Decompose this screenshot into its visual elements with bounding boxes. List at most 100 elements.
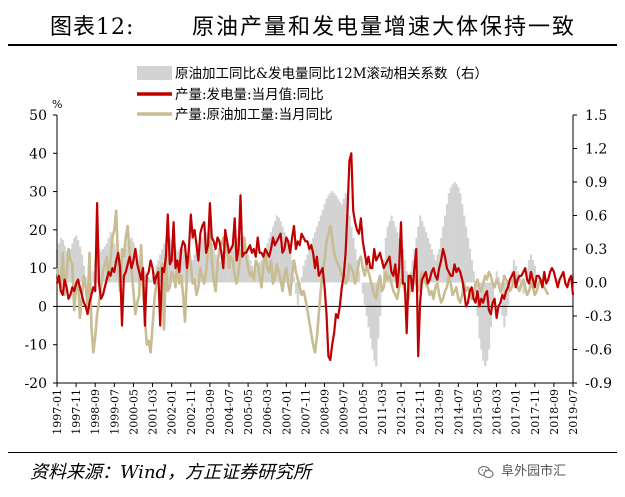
correlation-bar xyxy=(319,215,322,283)
correlation-bar xyxy=(59,237,63,283)
correlation-bar xyxy=(289,249,292,283)
correlation-bar xyxy=(92,271,95,283)
correlation-bar xyxy=(354,249,357,283)
correlation-bar xyxy=(367,282,370,328)
correlation-bar xyxy=(346,204,349,283)
correlation-bar xyxy=(379,282,382,316)
correlation-bar xyxy=(394,226,397,283)
correlation-bar xyxy=(340,204,344,283)
x-tick-label: 2017-11 xyxy=(529,389,542,435)
correlation-bar xyxy=(256,265,259,283)
correlation-bar xyxy=(243,243,246,283)
correlation-bar xyxy=(264,249,267,283)
correlation-bar xyxy=(478,282,481,339)
x-tick-label: 2009-07 xyxy=(338,389,351,435)
correlation-bar xyxy=(434,260,437,283)
x-tick-label: 2001-03 xyxy=(147,389,160,435)
right-tick-label: 0.0 xyxy=(585,276,607,292)
correlation-bar xyxy=(241,240,244,283)
correlation-bar xyxy=(172,243,175,283)
x-tick-label: 2017-01 xyxy=(510,389,523,435)
left-tick-label: -10 xyxy=(24,338,47,354)
right-tick-label: 0.9 xyxy=(585,175,607,191)
x-tick-label: 2006-03 xyxy=(261,389,274,435)
right-tick-label: 1.2 xyxy=(585,142,607,158)
correlation-bar xyxy=(314,232,317,283)
correlation-bar xyxy=(453,182,456,283)
correlation-bar xyxy=(335,195,338,283)
correlation-bar xyxy=(63,245,66,283)
correlation-bar xyxy=(214,254,217,283)
correlation-bar xyxy=(531,260,535,283)
correlation-bar xyxy=(296,282,300,305)
correlation-bar xyxy=(293,276,296,283)
correlation-bar xyxy=(507,282,510,305)
correlation-bar xyxy=(518,276,521,283)
correlation-bar xyxy=(455,184,458,283)
correlation-bar xyxy=(400,243,403,283)
correlation-bar xyxy=(197,243,200,283)
x-tick-label: 2000-05 xyxy=(127,389,140,435)
correlation-bar xyxy=(482,282,485,361)
left-tick-label: 50 xyxy=(29,108,47,124)
correlation-bar xyxy=(279,221,282,283)
x-tick-label: 2014-07 xyxy=(452,389,465,435)
correlation-bar xyxy=(245,249,248,283)
x-tick-label: 2002-01 xyxy=(166,389,179,435)
right-tick-label: 1.5 xyxy=(585,108,607,124)
correlation-bar xyxy=(275,215,279,283)
correlation-bar xyxy=(226,251,229,283)
correlation-bar xyxy=(342,198,345,283)
correlation-bar xyxy=(373,282,376,361)
left-tick-label: 10 xyxy=(29,261,47,277)
correlation-bar xyxy=(224,254,227,283)
x-tick-label: 2012-11 xyxy=(414,389,427,435)
correlation-bar xyxy=(436,254,439,283)
correlation-bar xyxy=(180,246,183,283)
correlation-bar xyxy=(69,249,72,283)
correlation-bar xyxy=(268,237,271,283)
x-tick-label: 1997-11 xyxy=(70,389,83,435)
correlation-bar xyxy=(78,246,82,283)
correlation-bar xyxy=(361,282,365,294)
correlation-bar xyxy=(270,232,273,283)
correlation-bar xyxy=(101,249,105,283)
series-lines xyxy=(55,152,575,362)
power-line xyxy=(55,152,575,362)
correlation-bar xyxy=(151,276,154,283)
left-tick-label: 40 xyxy=(29,146,47,162)
correlation-bar xyxy=(472,271,475,283)
title-bar: 图表12: 原油产量和发电量增速大体保持一致 xyxy=(0,0,625,46)
correlation-bar xyxy=(283,232,286,283)
correlation-bar xyxy=(254,269,258,283)
correlation-bar xyxy=(501,282,504,316)
correlation-bar xyxy=(302,265,305,283)
correlation-bar xyxy=(358,271,361,283)
correlation-bar xyxy=(421,221,424,283)
correlation-bar xyxy=(182,249,185,283)
correlation-bar xyxy=(212,249,215,283)
unit-label: % xyxy=(52,98,62,111)
correlation-bar xyxy=(457,187,460,283)
correlation-bar xyxy=(203,235,206,283)
correlation-bar xyxy=(382,260,386,283)
correlation-bar xyxy=(184,254,187,283)
correlation-bar xyxy=(514,265,517,283)
correlation-bar xyxy=(229,246,233,283)
x-tick-label: 2004-07 xyxy=(223,389,236,435)
watermark: 阜外园市汇 xyxy=(478,460,566,480)
correlation-bar xyxy=(486,282,489,361)
correlation-bar xyxy=(422,226,426,283)
correlation-bar xyxy=(287,243,290,283)
correlation-bar xyxy=(147,276,150,283)
correlation-bar xyxy=(465,226,468,283)
x-tick-label: 2019-07 xyxy=(567,389,580,435)
x-tick-label: 2005-05 xyxy=(242,389,255,435)
correlation-bar xyxy=(306,254,309,283)
correlation-bar xyxy=(384,237,387,283)
correlation-bar xyxy=(191,260,194,283)
correlation-bar xyxy=(315,226,319,283)
x-tick-label: 2011-03 xyxy=(376,389,389,435)
correlation-bar xyxy=(505,282,508,316)
correlation-bar xyxy=(333,193,336,283)
